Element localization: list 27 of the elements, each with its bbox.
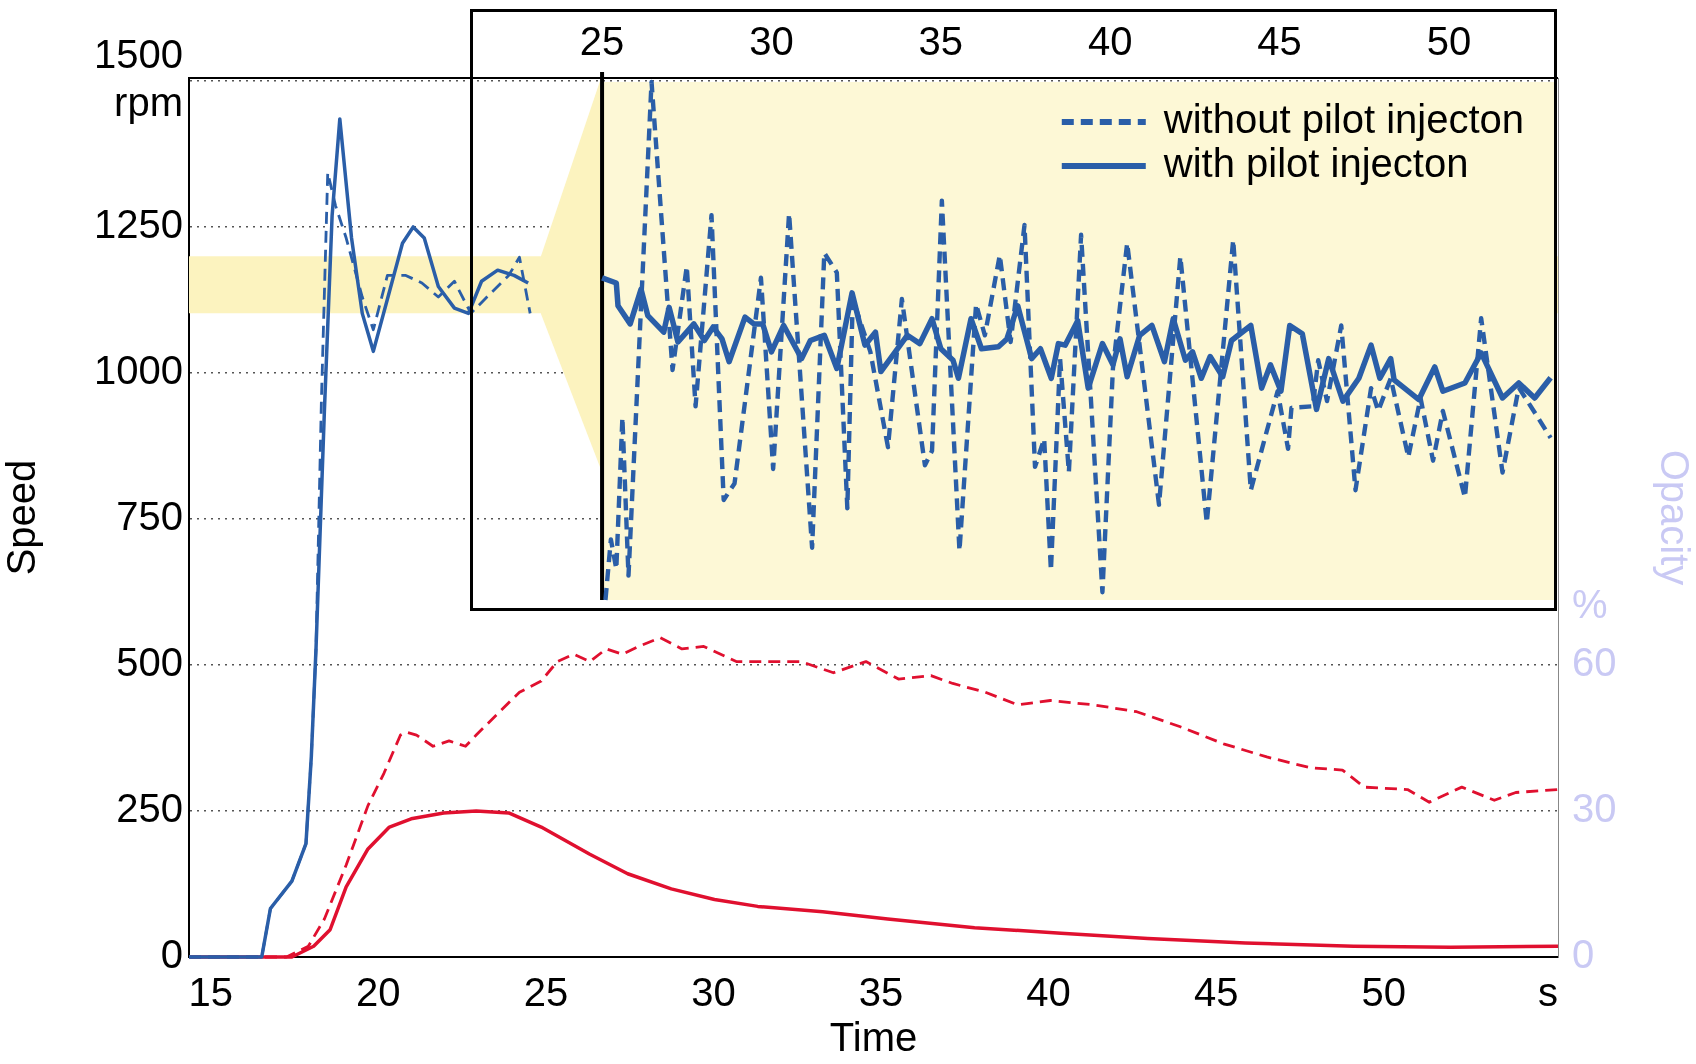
x-tick-label: 50 (1361, 970, 1406, 1015)
y-tick-label: 1500 rpm (94, 31, 183, 124)
legend-label: with pilot injecton (1162, 141, 1469, 186)
x-tick-label: 45 (1257, 19, 1302, 64)
x-tick-label: 25 (523, 970, 569, 1015)
x-tick-label: 30 (749, 19, 794, 64)
y-axis-title: Speed (0, 459, 44, 576)
x-tick-label: 25 (579, 19, 625, 64)
legend-label: without pilot injecton (1162, 97, 1524, 142)
y2-tick-label: % (1572, 581, 1608, 626)
x-tick-label: 40 (1026, 970, 1071, 1015)
y-tick-label: 0 (160, 932, 183, 977)
x-axis-title: Time (829, 1015, 918, 1060)
y-tick-label: 1000 (94, 347, 183, 392)
x-tick-label: 35 (918, 19, 964, 64)
x-tick-label: 15 (188, 970, 234, 1015)
x-tick-label: 30 (691, 970, 736, 1015)
x-tick-label: 35 (858, 970, 904, 1015)
y-tick-label: 500 (116, 640, 183, 684)
y-tick-label: 750 (116, 493, 183, 538)
y-tick-label: 1250 (94, 201, 183, 246)
x-tick-label: 20 (356, 970, 401, 1015)
x-tick-label: s (1537, 970, 1558, 1015)
x-tick-label: 40 (1087, 19, 1133, 64)
x-tick-label: 45 (1193, 970, 1239, 1015)
x-tick-label: 50 (1426, 19, 1472, 64)
y-tick-label: 250 (116, 786, 183, 831)
